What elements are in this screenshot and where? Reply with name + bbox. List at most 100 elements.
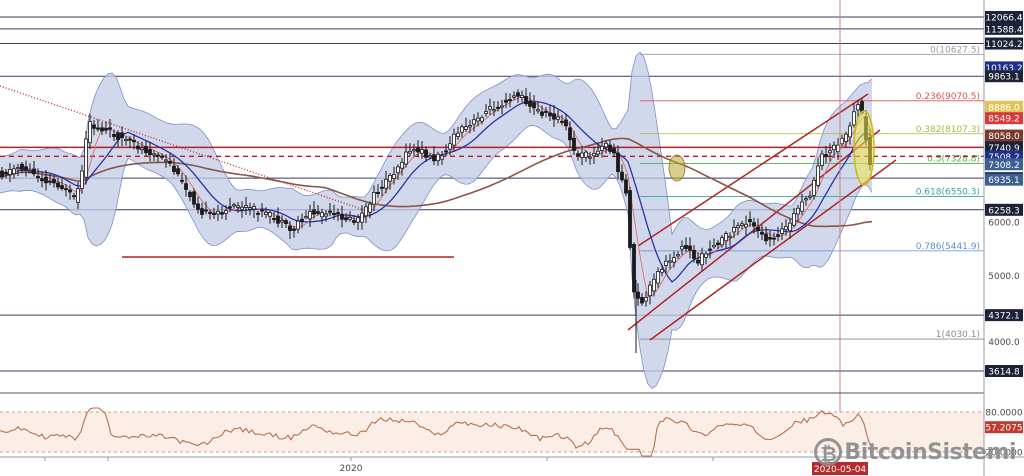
rsi-tick-2: 20.0000 <box>985 449 1022 459</box>
candle-98 <box>392 166 396 185</box>
candle-127 <box>508 93 512 108</box>
candle-181 <box>724 231 728 249</box>
candle-5 <box>20 161 24 174</box>
candle-55 <box>220 205 224 219</box>
candle-207 <box>828 143 832 162</box>
candle-161 <box>644 291 648 307</box>
candle-131 <box>524 88 528 107</box>
candle-14 <box>56 178 60 191</box>
candle-52 <box>208 209 212 220</box>
candle-163 <box>652 273 656 297</box>
candle-63 <box>252 203 256 219</box>
candle-27 <box>108 118 112 138</box>
candle-129 <box>516 89 520 103</box>
candle-76 <box>304 210 308 219</box>
candle-171 <box>684 237 688 253</box>
candle-17 <box>68 184 72 200</box>
candle-174 <box>696 252 700 267</box>
candle-2 <box>8 163 12 183</box>
candle-139 <box>556 109 560 124</box>
candle-28 <box>112 129 116 142</box>
candle-110 <box>440 150 444 165</box>
svg-text:7308.2: 7308.2 <box>988 161 1020 171</box>
price-label-6: 8549.2 <box>985 112 1023 125</box>
price-label-13: 6258.3 <box>985 203 1023 216</box>
price-tick-0: 6000.0 <box>988 219 1020 229</box>
candle-197 <box>788 218 792 239</box>
rsi-axis[interactable]: 80.0000 57.2075 20.0000 <box>985 409 1023 459</box>
candle-180 <box>720 234 724 248</box>
candle-208 <box>832 141 836 159</box>
fib-label-6: 1(4030.1) <box>936 330 980 340</box>
svg-text:8058.0: 8058.0 <box>988 132 1020 142</box>
candle-164 <box>656 267 660 288</box>
price-label-10: 7308.2 <box>985 158 1023 171</box>
candle-196 <box>784 219 788 236</box>
candle-202 <box>808 190 812 201</box>
candle-153 <box>612 143 616 158</box>
price-label-5: 8886.0 <box>985 100 1023 113</box>
candle-99 <box>396 164 400 180</box>
candle-205 <box>820 150 824 171</box>
candle-43 <box>172 157 176 176</box>
channel-bottom <box>649 159 897 341</box>
candle-185 <box>740 220 744 230</box>
candle-33 <box>132 134 136 150</box>
svg-text:7508.2: 7508.2 <box>988 153 1020 163</box>
candle-4 <box>16 163 20 176</box>
fib-label-2: 0.382(8107.3) <box>916 125 980 135</box>
candle-206 <box>824 146 828 164</box>
candle-47 <box>188 190 192 202</box>
candle-40 <box>160 153 164 160</box>
candle-67 <box>268 210 272 224</box>
candle-6 <box>24 160 28 177</box>
candle-50 <box>200 202 204 219</box>
candle-61 <box>244 196 248 215</box>
candle-70 <box>280 215 284 229</box>
candle-188 <box>752 217 756 234</box>
candle-201 <box>804 195 808 206</box>
candle-169 <box>676 251 680 260</box>
fib-label-1: 0.236(9070.5) <box>916 92 980 102</box>
candle-44 <box>176 165 180 177</box>
candle-116 <box>464 117 468 133</box>
candle-96 <box>384 170 388 194</box>
candle-152 <box>608 140 612 155</box>
candle-204 <box>816 157 820 188</box>
svg-text:8886.0: 8886.0 <box>988 103 1020 113</box>
highlight-marks <box>668 110 875 186</box>
candle-89 <box>356 214 360 231</box>
candle-156 <box>624 173 628 197</box>
price-label-14: 4372.1 <box>985 309 1023 322</box>
candle-66 <box>264 207 268 219</box>
x-axis: 2020 <box>44 457 714 474</box>
candle-90 <box>360 205 364 230</box>
yellow-highlight <box>853 110 875 186</box>
candle-114 <box>456 126 460 140</box>
candle-184 <box>736 222 740 236</box>
candle-107 <box>428 153 432 159</box>
candle-200 <box>800 193 804 216</box>
candle-8 <box>32 160 36 177</box>
svg-text:11024.2: 11024.2 <box>985 40 1022 50</box>
fib-label-3: 0.5(7328.8) <box>927 154 980 164</box>
candle-49 <box>196 196 200 214</box>
candle-140 <box>560 114 564 126</box>
price-label-4: 9863.1 <box>985 70 1023 83</box>
svg-text:11588.4: 11588.4 <box>985 25 1022 35</box>
candle-211 <box>844 131 848 147</box>
candle-147 <box>588 152 592 165</box>
candle-111 <box>444 144 448 157</box>
price-pane[interactable]: 0(10627.5) 0.236(9070.5) 0.382(8107.3) 0.5(… <box>0 16 984 390</box>
candle-23 <box>92 119 96 136</box>
watermark-text: BitcoinSistemi <box>844 439 1016 465</box>
candle-121 <box>484 104 488 117</box>
candle-51 <box>204 201 208 215</box>
candle-1 <box>4 168 8 179</box>
candle-175 <box>700 247 704 271</box>
candle-112 <box>448 135 452 156</box>
price-tick-1: 5000.0 <box>988 272 1020 282</box>
candle-32 <box>128 135 132 149</box>
